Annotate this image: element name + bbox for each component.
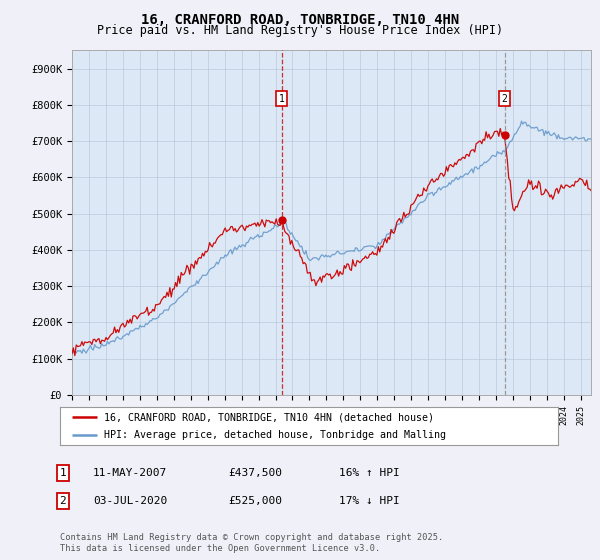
Text: £437,500: £437,500 bbox=[228, 468, 282, 478]
Text: 17% ↓ HPI: 17% ↓ HPI bbox=[339, 496, 400, 506]
Text: Contains HM Land Registry data © Crown copyright and database right 2025.
This d: Contains HM Land Registry data © Crown c… bbox=[60, 533, 443, 553]
Text: HPI: Average price, detached house, Tonbridge and Malling: HPI: Average price, detached house, Tonb… bbox=[104, 430, 446, 440]
Text: 03-JUL-2020: 03-JUL-2020 bbox=[93, 496, 167, 506]
Text: 1: 1 bbox=[59, 468, 67, 478]
Text: 2: 2 bbox=[59, 496, 67, 506]
Text: 2: 2 bbox=[502, 94, 508, 104]
Text: 16, CRANFORD ROAD, TONBRIDGE, TN10 4HN (detached house): 16, CRANFORD ROAD, TONBRIDGE, TN10 4HN (… bbox=[104, 412, 434, 422]
Text: Price paid vs. HM Land Registry's House Price Index (HPI): Price paid vs. HM Land Registry's House … bbox=[97, 24, 503, 38]
Text: 1: 1 bbox=[278, 94, 284, 104]
Text: 16, CRANFORD ROAD, TONBRIDGE, TN10 4HN: 16, CRANFORD ROAD, TONBRIDGE, TN10 4HN bbox=[141, 13, 459, 27]
Text: 11-MAY-2007: 11-MAY-2007 bbox=[93, 468, 167, 478]
Text: 16% ↑ HPI: 16% ↑ HPI bbox=[339, 468, 400, 478]
Text: £525,000: £525,000 bbox=[228, 496, 282, 506]
